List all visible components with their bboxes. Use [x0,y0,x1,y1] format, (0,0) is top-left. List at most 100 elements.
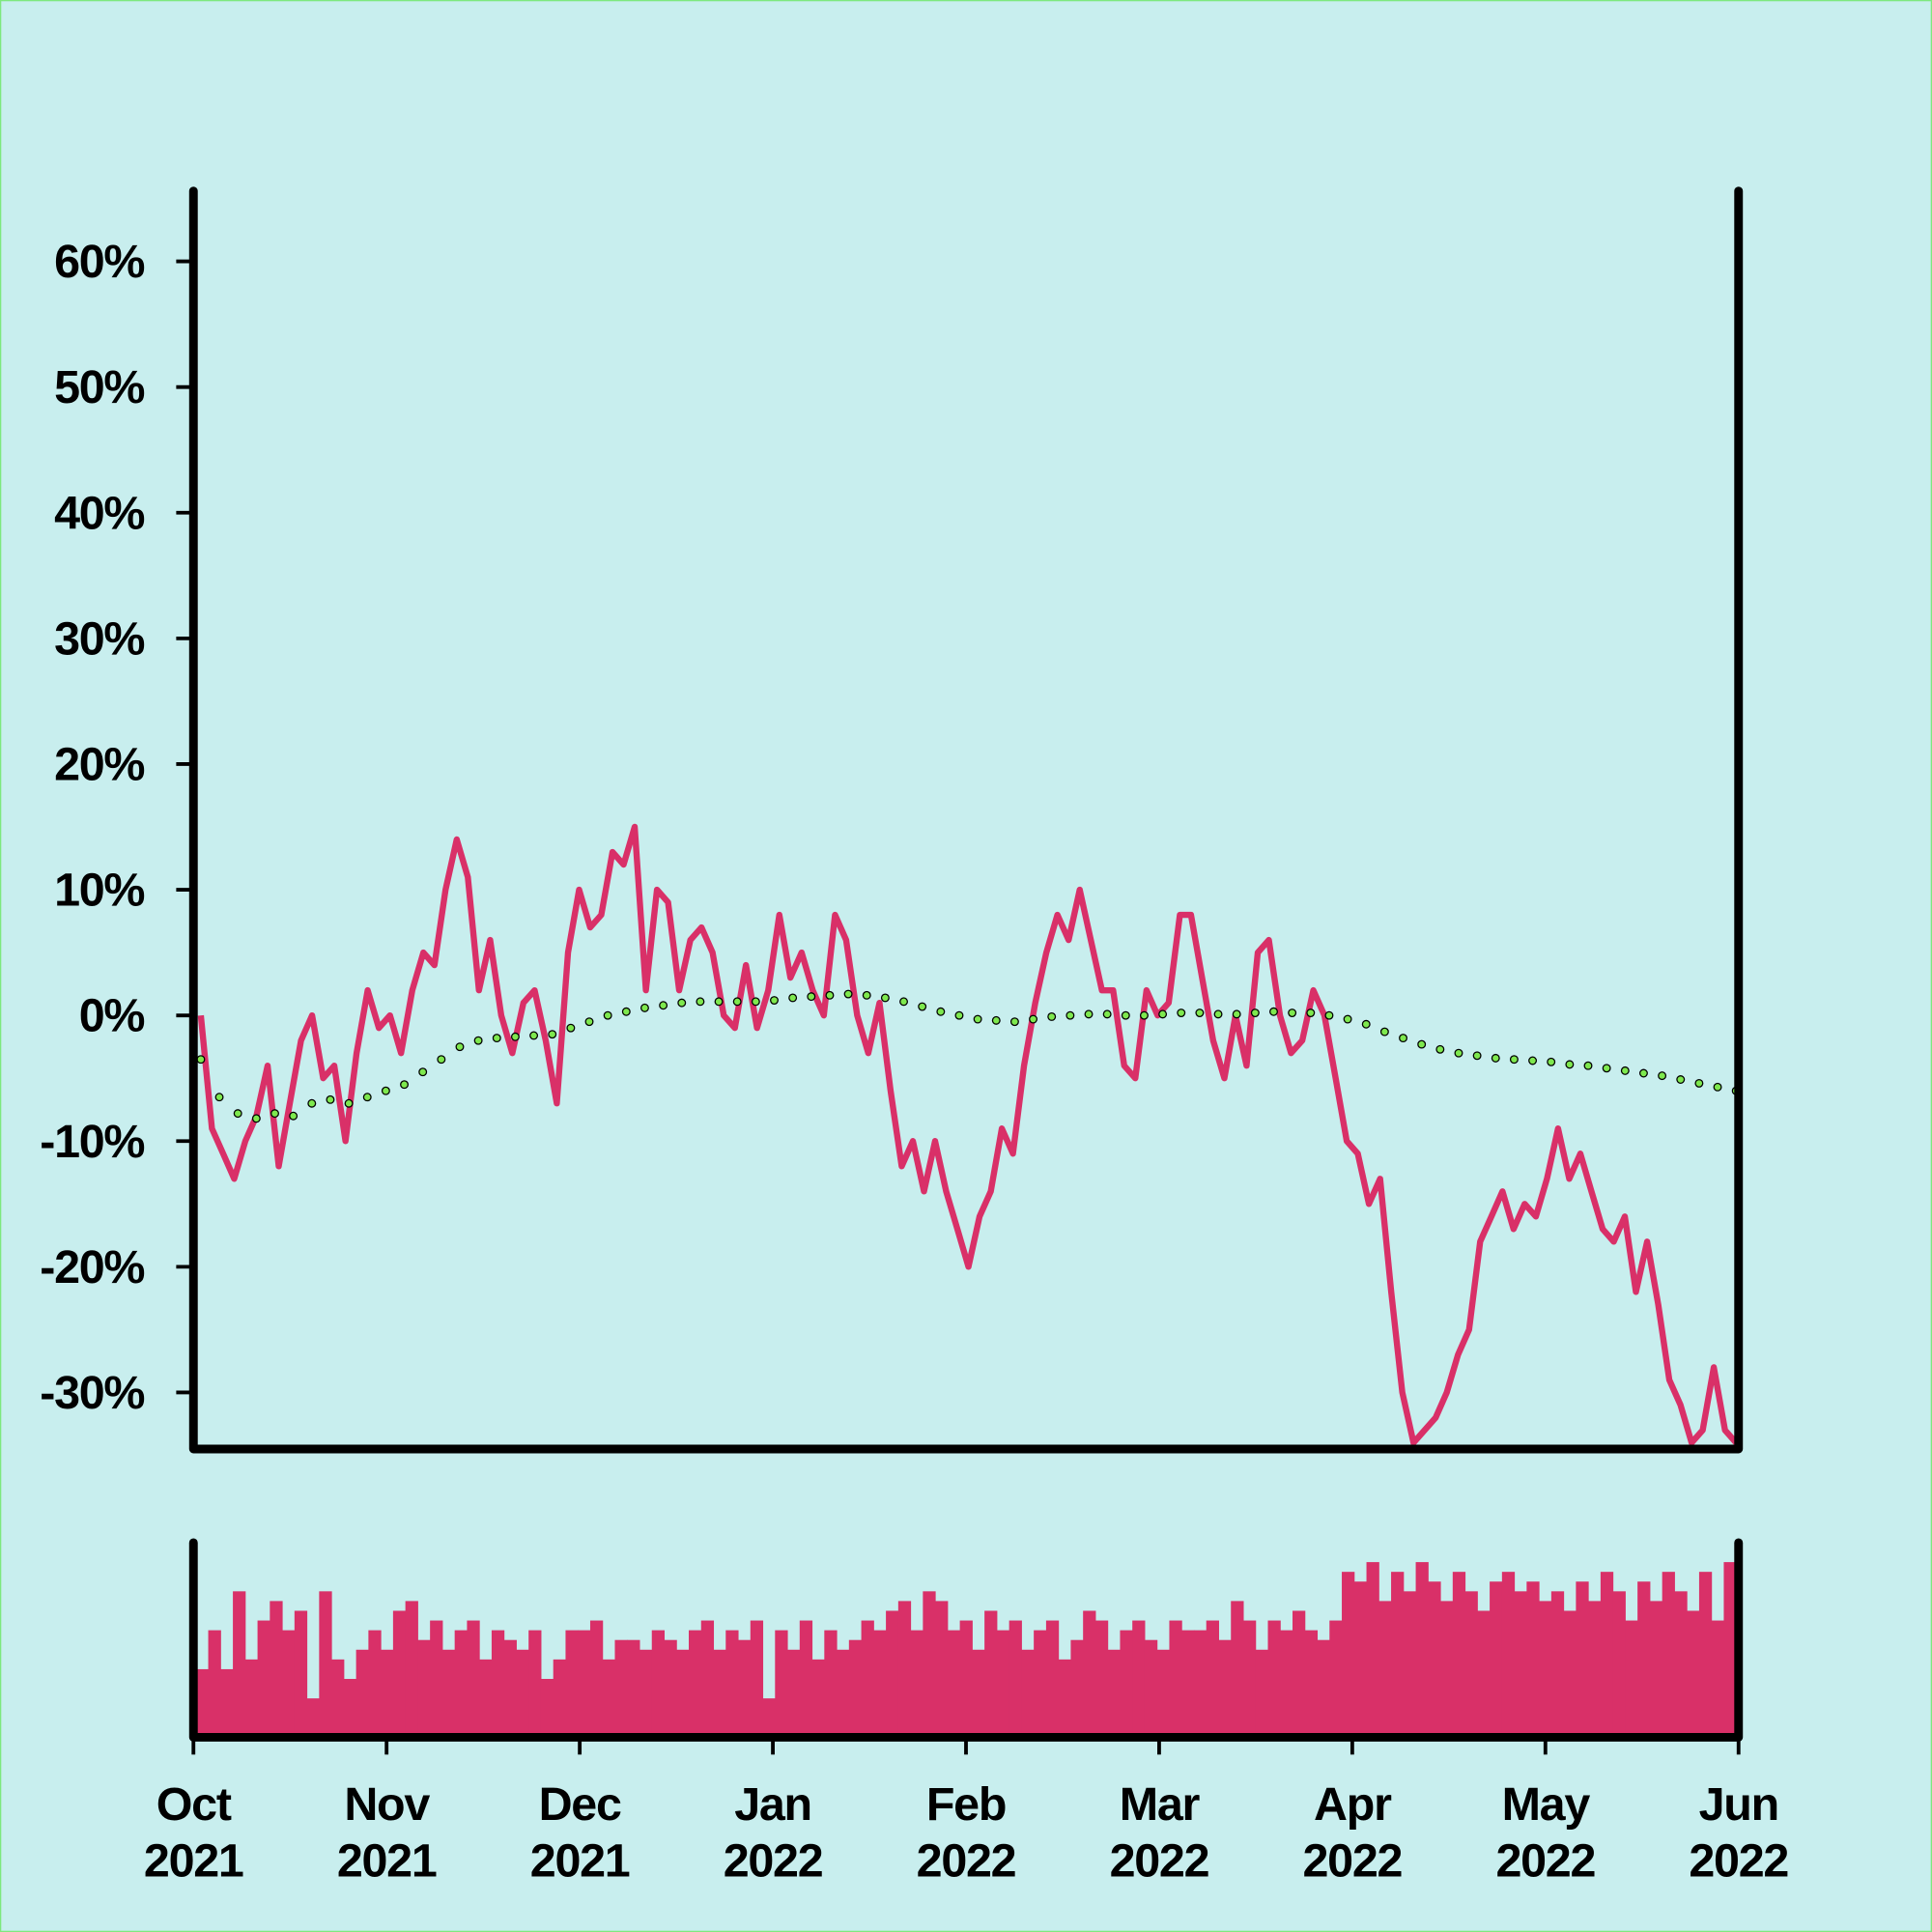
volume-bar [824,1630,838,1738]
x-tick-month: Jan [734,1778,811,1831]
volume-bar [1452,1572,1466,1738]
average-dot [751,997,760,1007]
volume-bar [713,1649,726,1738]
volume-bar [1490,1581,1503,1738]
average-dot [1491,1053,1500,1063]
average-dot [973,1014,982,1024]
average-dot [1509,1055,1519,1065]
average-dot [677,998,687,1008]
average-dot [1306,1009,1316,1018]
average-dot [1047,1011,1057,1021]
volume-bar [1293,1610,1306,1738]
y-tick-label: 0% [79,990,145,1042]
volume-bar [441,1649,456,1738]
volume-bar [319,1591,332,1738]
average-dot [880,993,890,1003]
average-dot [1121,1010,1130,1020]
volume-bar [762,1698,776,1738]
average-dot [918,1002,927,1011]
volume-bar [664,1639,677,1738]
volume-bar [700,1620,715,1738]
average-dot [1547,1057,1556,1066]
volume-bar [233,1591,246,1738]
volume-bar [1440,1601,1454,1738]
volume-bar [1698,1572,1713,1738]
volume-bar [689,1630,702,1738]
average-dot [1676,1075,1686,1084]
volume-bar [1132,1620,1146,1738]
average-dot [1399,1034,1407,1043]
volume-bar [1353,1581,1368,1738]
volume-bar [1428,1581,1441,1738]
volume-bar [910,1630,923,1738]
volume-bar [1009,1620,1022,1738]
average-dot [344,1098,354,1108]
volume-bar [1255,1649,1269,1738]
volume-bar [1514,1591,1527,1738]
volume-bar [368,1630,382,1738]
x-tick-year: 2022 [1303,1835,1403,1888]
volume-bar [565,1630,579,1738]
average-dot [1195,1009,1205,1018]
volume-bar [1403,1591,1417,1738]
average-dot [714,997,724,1007]
volume-bar [1070,1639,1084,1738]
price-line [197,823,1739,1446]
volume-bar [1144,1639,1158,1738]
x-tick-year: 2022 [917,1835,1016,1888]
average-dot [196,1055,206,1065]
volume-bar [1094,1620,1109,1738]
volume-bar [1120,1630,1133,1738]
volume-bar [405,1601,418,1738]
volume-bar [1058,1659,1071,1738]
volume-bar [195,1668,210,1738]
axis-frame [188,1538,1744,1742]
y-tick-label: 40% [54,487,144,539]
volume-bar [1539,1601,1552,1738]
volume-bar [417,1639,431,1738]
average-dot [1638,1068,1648,1078]
average-dot [732,997,742,1007]
x-tick-month: Jun [1699,1778,1778,1831]
volume-bar [343,1679,357,1738]
volume-bar [1304,1630,1319,1738]
x-tick-month: Nov [344,1778,430,1831]
volume-bar [1342,1572,1355,1738]
volume-bar [1674,1591,1688,1738]
volume-bar [725,1630,739,1738]
average-dot [1454,1048,1463,1058]
average-dot [1084,1009,1094,1019]
average-dot [214,1093,224,1102]
volume-bar [1193,1630,1208,1738]
average-dot [584,1017,594,1027]
average-dot [1213,1009,1223,1019]
average-dot [1288,1009,1297,1018]
volume-bar [454,1630,468,1738]
volume-bar [1218,1639,1232,1738]
average-dot [1232,1009,1241,1019]
volume-bar [848,1639,863,1738]
volume-bar [602,1659,615,1738]
average-dot [233,1109,242,1119]
y-tick-label: 50% [54,361,144,413]
volume-bar [1477,1610,1491,1738]
volume-bar [873,1630,887,1738]
x-tick-year: 2021 [337,1835,437,1888]
volume-bar [578,1630,591,1738]
volume-bar [294,1610,308,1738]
volume-bar [257,1620,270,1738]
average-dot [659,1001,668,1010]
plot-layer: -30%-20%-10%0%10%20%30%40%50%60%Oct2021N… [40,186,1789,1888]
volume-bar [1242,1620,1257,1738]
x-tick-year: 2022 [1110,1835,1209,1888]
average-dot [326,1094,335,1104]
average-dot [788,993,798,1003]
volume-bar [331,1659,345,1738]
average-dot [1417,1039,1427,1049]
volume-bar [1267,1620,1281,1738]
average-dot [1361,1019,1371,1029]
volume-bar [1649,1601,1663,1738]
volume-bar [787,1649,801,1738]
average-dot [566,1023,576,1033]
